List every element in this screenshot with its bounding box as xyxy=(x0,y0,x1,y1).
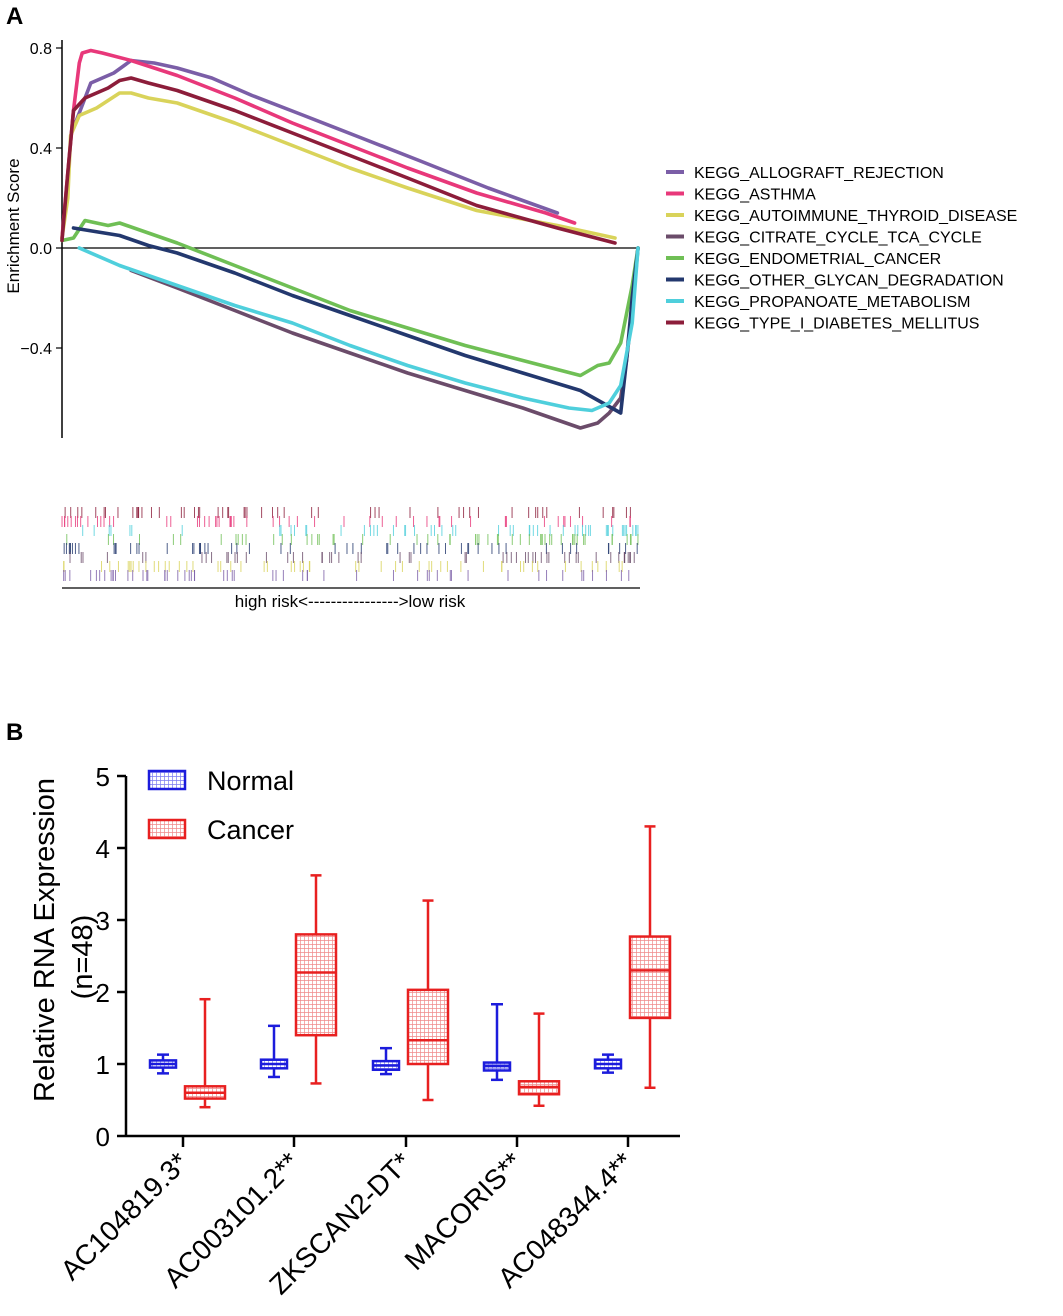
gsea-legend-label: KEGG_CITRATE_CYCLE_TCA_CYCLE xyxy=(694,230,982,247)
gsea-line-kegg-other-glycan-degradation xyxy=(71,226,640,415)
boxplot-y-tick-label: 3 xyxy=(96,906,110,936)
boxplot-y-tick-label: 4 xyxy=(96,834,110,864)
boxplot-y-tick-label: 1 xyxy=(96,1050,110,1080)
box-normal-zkscan2-dt xyxy=(371,1046,401,1076)
gsea-legend-label: KEGG_AUTOIMMUNE_THYROID_DISEASE xyxy=(694,208,1017,225)
panel-b-letter: B xyxy=(6,719,23,746)
gsea-line-kegg-allograft-rejection xyxy=(71,58,560,215)
boxplot-legend-swatch xyxy=(147,818,187,840)
gsea-y-axis-title: Enrichment Score xyxy=(4,158,23,293)
gsea-legend-label: KEGG_ENDOMETRIAL_CANCER xyxy=(694,251,941,268)
boxplot-y-axis-title: Relative RNA Expression xyxy=(29,778,61,1102)
boxplot-legend-label: Normal xyxy=(207,766,294,796)
boxplot-y-axis-subtitle: (n=48) xyxy=(67,915,99,1000)
boxplot-legend-label: Cancer xyxy=(207,815,294,845)
box-normal-ac104819-3 xyxy=(148,1053,178,1075)
gsea-y-ticks: 0.8 0.4 0.0 −0.4 xyxy=(20,41,62,358)
boxplot-y-tick-label: 5 xyxy=(96,762,110,792)
box-iqr xyxy=(294,933,338,1037)
box-normal-ac003101-2 xyxy=(259,1024,289,1079)
boxplot-legend-swatch xyxy=(147,769,187,791)
gsea-enrichment-plot: 0.8 0.4 0.0 −0.4 Enrichment Score KEGG_ALLO… xyxy=(4,40,1017,611)
boxplot-y-tick-label: 2 xyxy=(96,978,110,1008)
box-cancer-macoris xyxy=(517,1012,561,1108)
box-iqr xyxy=(406,988,450,1066)
boxplot-x-ticks: AC104819.3*AC003101.2**ZKSCAN2-DT*MACORI… xyxy=(55,1136,639,1300)
box-cancer-zkscan2-dt xyxy=(406,899,450,1102)
gsea-y-tick-label: −0.4 xyxy=(20,341,52,358)
gsea-hit-markers xyxy=(61,507,639,581)
boxplot-y-tick-label: 0 xyxy=(96,1122,110,1152)
gsea-legend-label: KEGG_ALLOGRAFT_REJECTION xyxy=(694,165,944,182)
gsea-line-kegg-endometrial-cancer xyxy=(60,218,640,378)
panel-a-letter: A xyxy=(6,3,23,30)
box-normal-macoris xyxy=(482,1002,512,1082)
gsea-legend-label: KEGG_OTHER_GLYCAN_DEGRADATION xyxy=(694,273,1004,290)
boxplot-y-ticks: 0 1 2 3 4 5 xyxy=(96,762,126,1152)
boxplot: 0 1 2 3 4 5 Relative RNA Expression (n=48) No… xyxy=(29,762,680,1300)
gsea-x-axis-label: high risk<---------------->low risk xyxy=(235,592,466,611)
gsea-series-lines xyxy=(60,48,640,430)
gsea-line-kegg-propanoate-metabolism xyxy=(77,246,640,413)
gsea-legend-label: KEGG_PROPANOATE_METABOLISM xyxy=(694,294,971,311)
gsea-legend: KEGG_ALLOGRAFT_REJECTION KEGG_ASTHMA KEGG_… xyxy=(666,165,1017,333)
gsea-y-tick-label: 0.4 xyxy=(30,141,52,158)
boxplot-boxes xyxy=(148,825,672,1109)
box-cancer-ac104819-3 xyxy=(183,997,227,1109)
gsea-line-kegg-type-i-diabetes-mellitus xyxy=(60,76,617,245)
gsea-legend-label: KEGG_ASTHMA xyxy=(694,187,816,204)
box-iqr xyxy=(628,935,672,1020)
gsea-line-kegg-asthma xyxy=(60,48,577,240)
gsea-y-tick-label: 0.0 xyxy=(30,241,52,258)
gsea-line-kegg-citrate-cycle-tca-cycle xyxy=(129,246,640,430)
gsea-line-kegg-autoimmune-thyroid-disease xyxy=(60,91,617,240)
boxplot-legend: Normal Cancer xyxy=(147,766,294,845)
gsea-legend-label: KEGG_TYPE_I_DIABETES_MELLITUS xyxy=(694,316,979,333)
box-normal-ac048344-4 xyxy=(593,1053,623,1074)
box-cancer-ac003101-2 xyxy=(294,874,338,1085)
gsea-y-tick-label: 0.8 xyxy=(30,41,52,58)
box-cancer-ac048344-4 xyxy=(628,825,672,1090)
